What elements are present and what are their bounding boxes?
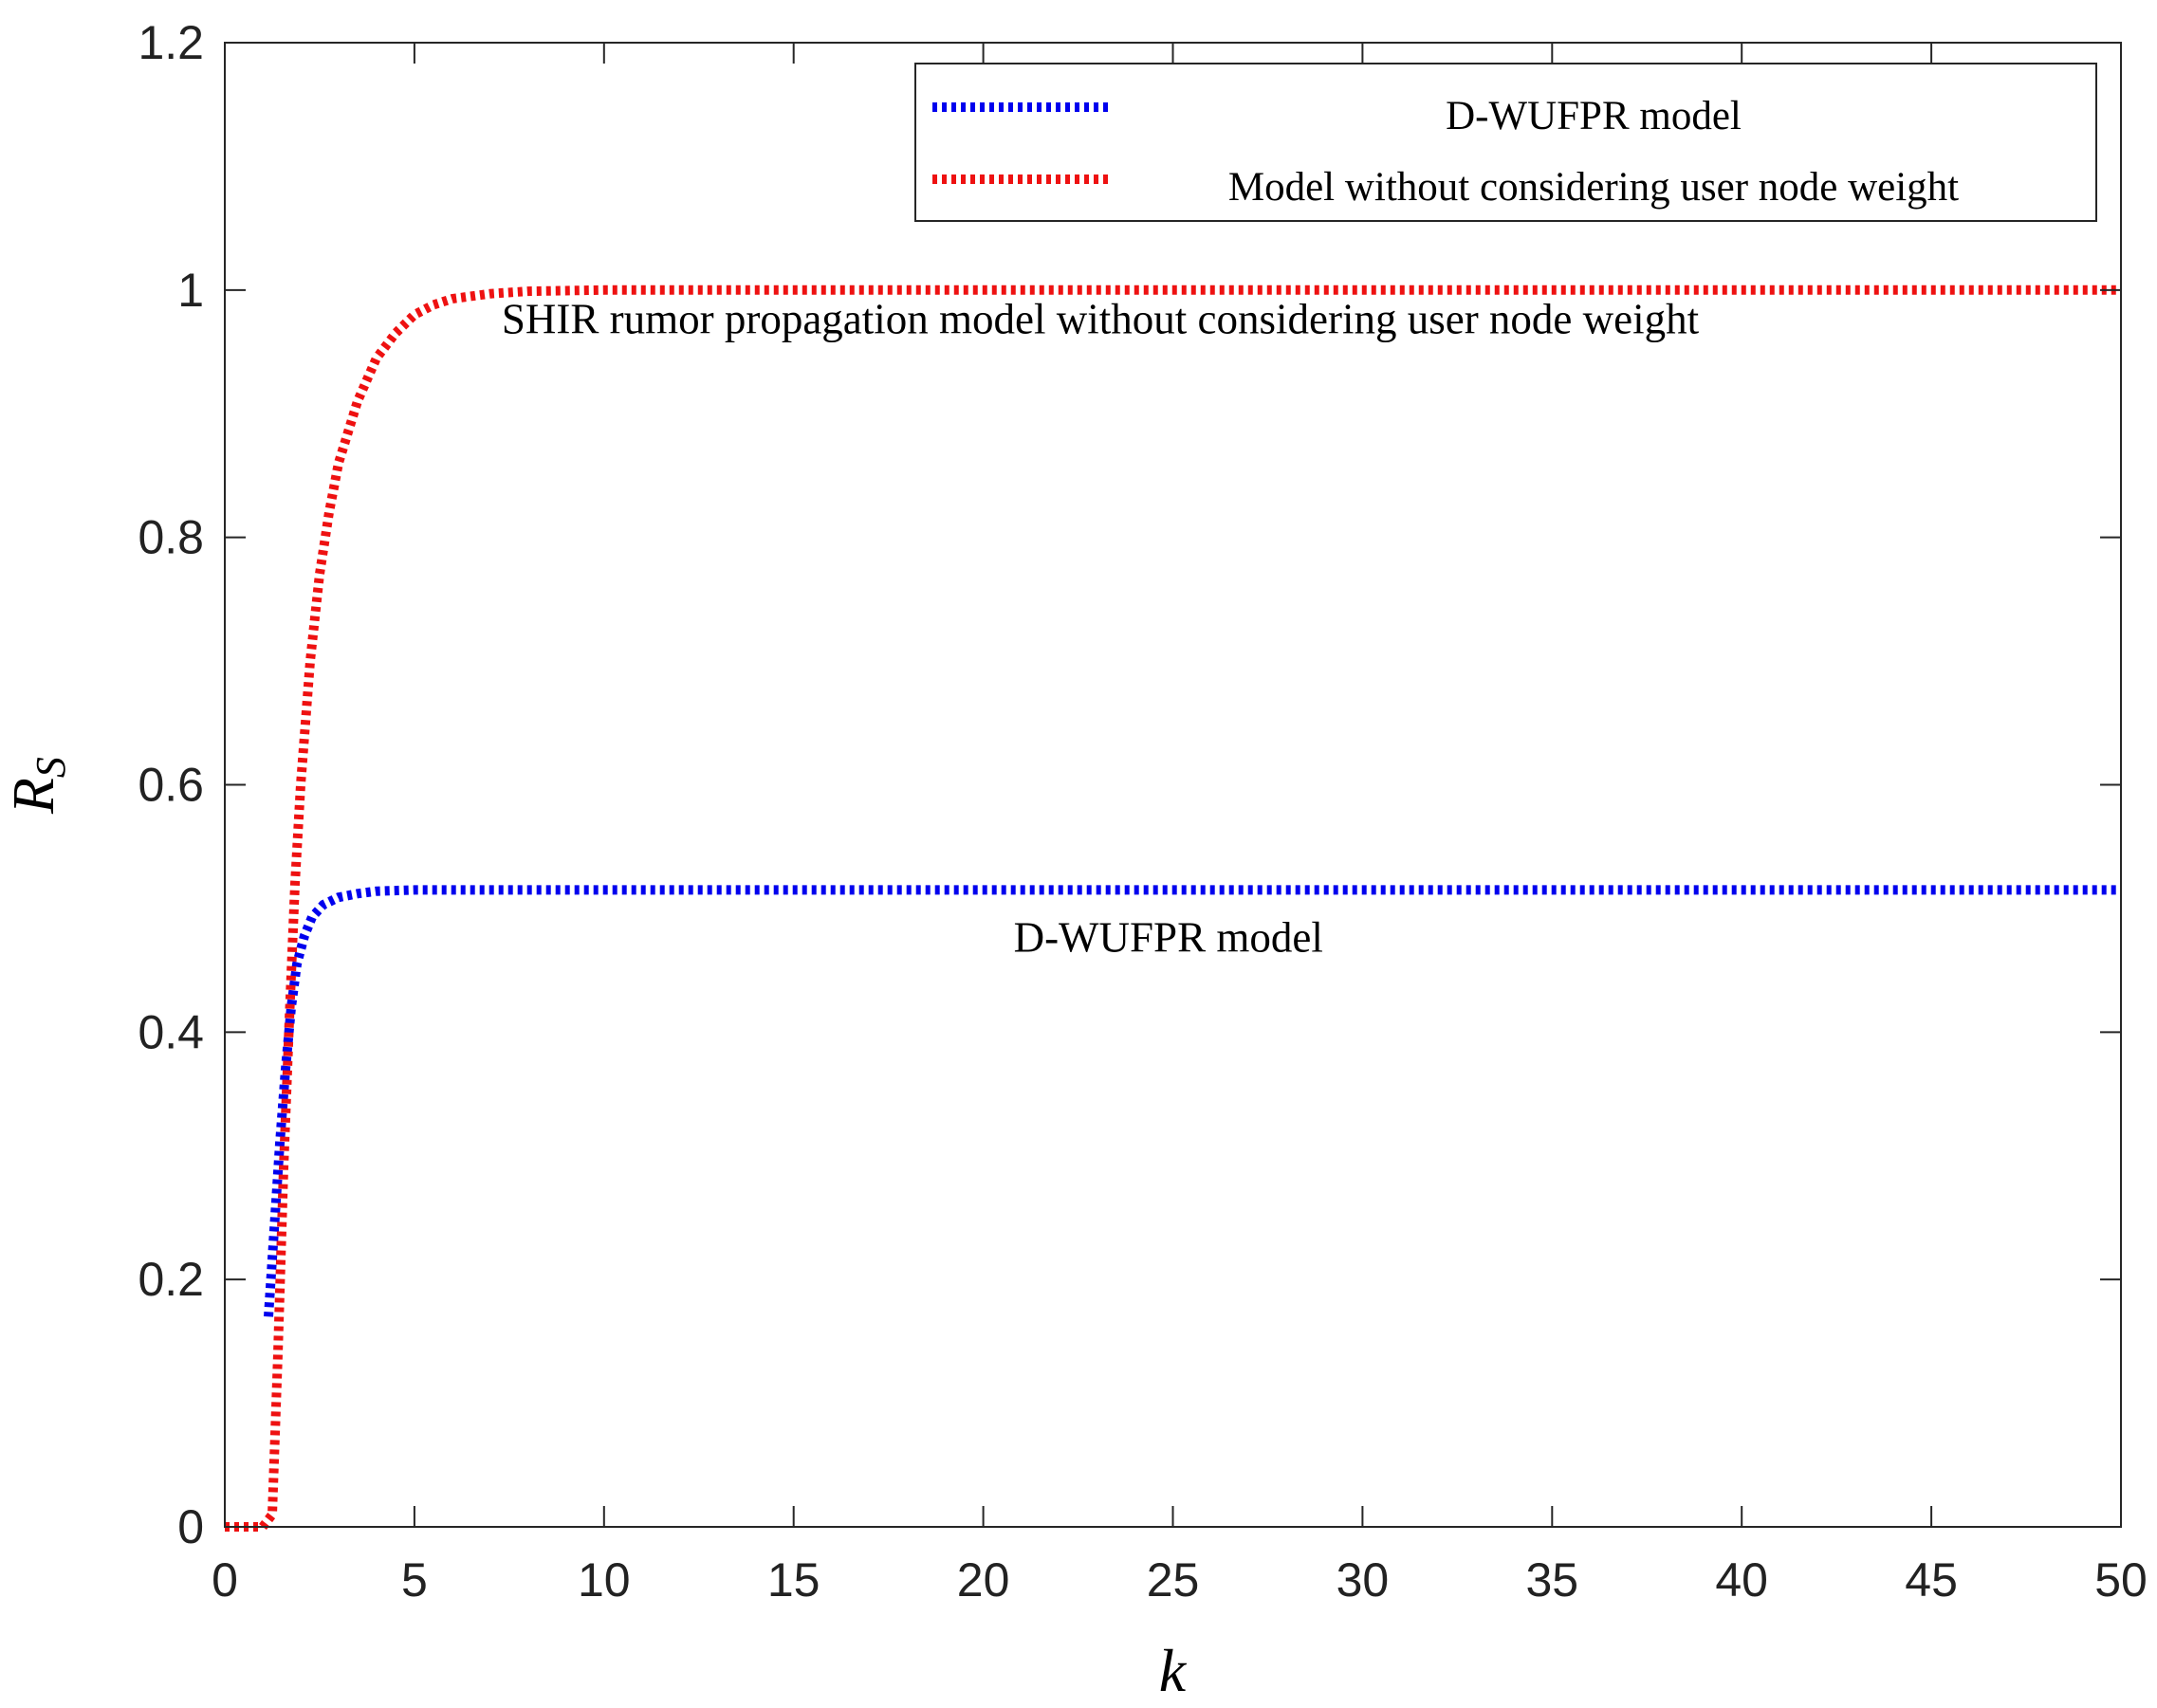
annotation-d-wufpr: D-WUFPR model <box>1014 914 1323 962</box>
legend-box <box>914 63 2097 222</box>
legend-label-model-without-weight: Model without considering user node weig… <box>1228 165 1959 210</box>
x-tick-label: 5 <box>401 1553 428 1607</box>
x-tick-label: 45 <box>1905 1553 1958 1607</box>
x-tick-label: 30 <box>1337 1553 1390 1607</box>
y-tick-label: 0.2 <box>138 1253 204 1306</box>
series-line-d-wufpr <box>264 885 2121 1317</box>
y-tick-label: 0.4 <box>138 1005 204 1058</box>
x-tick-label: 40 <box>1715 1553 1768 1607</box>
x-tick-label: 35 <box>1525 1553 1578 1607</box>
x-tick-label: 10 <box>578 1553 631 1607</box>
series-layer <box>225 285 2121 1532</box>
legend-label-d-wufpr: D-WUFPR model <box>1446 94 1742 138</box>
x-tick-label: 0 <box>212 1553 238 1607</box>
axis-ticks <box>224 42 2122 1528</box>
x-axis-title: k <box>1159 1637 1188 1704</box>
legend: D-WUFPR model Model without considering … <box>914 63 2097 222</box>
x-tick-label: 25 <box>1147 1553 1200 1607</box>
y-tick-labels: 0 0.2 0.4 0.6 0.8 1 1.2 <box>138 16 204 1553</box>
x-tick-label: 20 <box>957 1553 1010 1607</box>
annotation-shir-model: SHIR rumor propagation model without con… <box>502 295 1700 342</box>
y-axis-title-subscript: S <box>28 757 74 778</box>
y-tick-label: 0.8 <box>138 511 204 564</box>
x-tick-labels: 0 5 10 15 20 25 30 35 40 45 50 <box>212 1553 2148 1607</box>
series-line-model-without-weight <box>225 285 2121 1532</box>
plot-area-frame <box>224 42 2122 1528</box>
x-tick-label: 15 <box>767 1553 820 1607</box>
y-tick-label: 1.2 <box>138 16 204 69</box>
y-axis-title: RS <box>2 757 74 815</box>
y-tick-label: 1 <box>177 264 204 317</box>
y-tick-label: 0 <box>177 1500 204 1553</box>
y-axis-title-main: R <box>2 778 66 815</box>
y-tick-label: 0.6 <box>138 759 204 812</box>
x-tick-label: 50 <box>2094 1553 2148 1607</box>
